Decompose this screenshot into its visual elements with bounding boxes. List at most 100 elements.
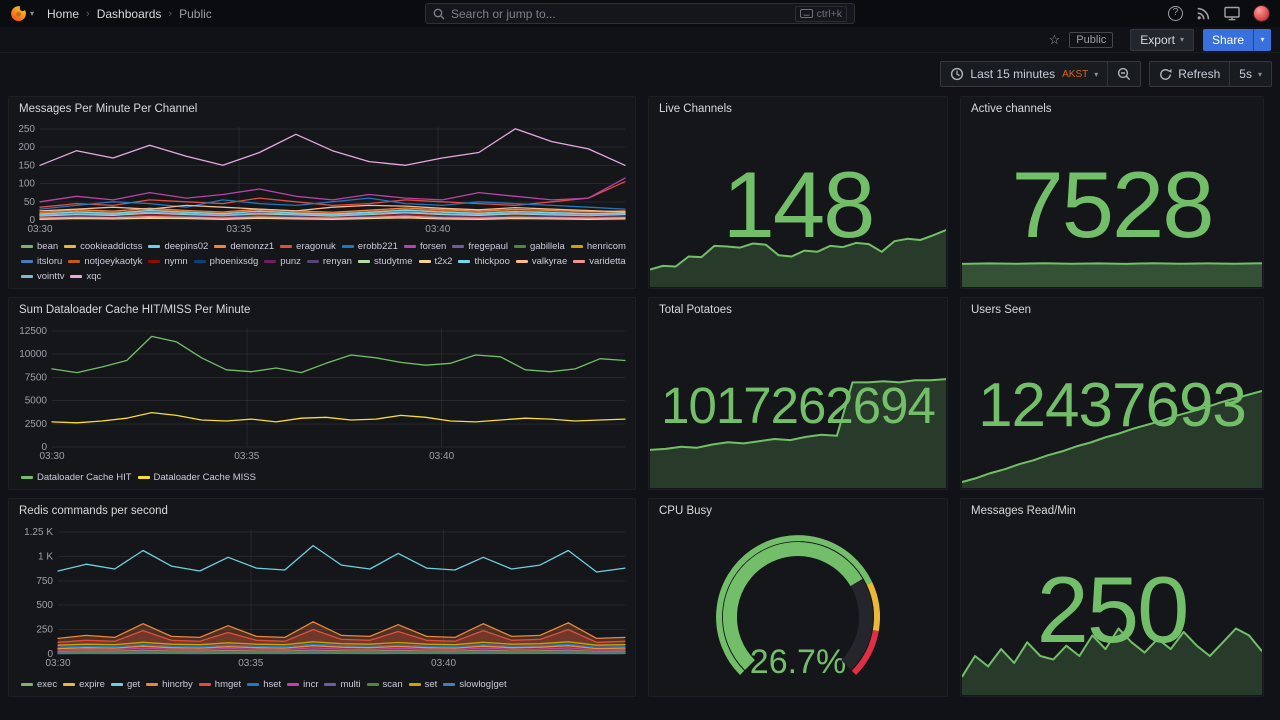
legend-item[interactable]: forsen bbox=[403, 239, 446, 254]
refresh-interval-picker[interactable]: 5s ▾ bbox=[1229, 62, 1271, 86]
search-box[interactable]: ctrl+k bbox=[425, 3, 855, 24]
legend-swatch bbox=[287, 683, 300, 686]
legend-label: phoenixsdg bbox=[209, 256, 259, 267]
legend-item[interactable]: xqc bbox=[70, 269, 101, 284]
panel-title[interactable]: Total Potatoes bbox=[659, 304, 732, 316]
legend-item[interactable]: set bbox=[408, 677, 437, 692]
export-button[interactable]: Export ▾ bbox=[1130, 28, 1194, 51]
user-avatar[interactable] bbox=[1253, 5, 1270, 22]
sparkline bbox=[961, 386, 1263, 488]
panel-title[interactable]: Sum Dataloader Cache HIT/MISS Per Minute bbox=[19, 304, 251, 316]
legend-item[interactable]: hset bbox=[247, 677, 281, 692]
legend-item[interactable]: punz bbox=[264, 254, 301, 269]
panel-title[interactable]: Messages Per Minute Per Channel bbox=[19, 103, 198, 115]
svg-text:500: 500 bbox=[36, 600, 53, 611]
panel-messages-per-minute: Messages Per Minute Per Channel 0 50 100 15… bbox=[8, 96, 636, 289]
zoom-out-button[interactable] bbox=[1107, 62, 1140, 86]
legend-item[interactable]: hincrby bbox=[146, 677, 193, 692]
legend-swatch bbox=[264, 260, 277, 263]
legend-item[interactable]: expire bbox=[63, 677, 105, 692]
grafana-logo[interactable]: ▾ bbox=[10, 5, 34, 22]
legend-item[interactable]: bean bbox=[21, 239, 58, 254]
panel-title[interactable]: Redis commands per second bbox=[19, 505, 168, 517]
legend-item[interactable]: multi bbox=[324, 677, 361, 692]
time-range-picker[interactable]: Last 15 minutes AKST ▾ bbox=[941, 62, 1107, 86]
legend-item[interactable]: cookieaddictss bbox=[64, 239, 142, 254]
panel-title[interactable]: Messages Read/Min bbox=[971, 505, 1076, 517]
svg-text:0: 0 bbox=[47, 649, 53, 660]
legend-item[interactable]: henricom bbox=[570, 239, 626, 254]
panel-title[interactable]: Active channels bbox=[971, 103, 1052, 115]
timezone-label: AKST bbox=[1062, 68, 1089, 80]
monitor-icon[interactable] bbox=[1224, 6, 1240, 21]
panel-title[interactable]: Users Seen bbox=[971, 304, 1032, 316]
legend-label: xqc bbox=[86, 271, 102, 282]
panel-active-channels: Active channels 7528 bbox=[960, 96, 1264, 289]
legend-label: hincrby bbox=[162, 679, 193, 690]
panel-total-potatoes: Total Potatoes 1017262694 bbox=[648, 297, 948, 490]
legend-item[interactable]: thickpoo bbox=[458, 254, 510, 269]
legend-item[interactable]: erobb221 bbox=[341, 239, 398, 254]
legend-item[interactable]: valkyrae bbox=[515, 254, 567, 269]
legend-item[interactable]: varidetta bbox=[573, 254, 626, 269]
refresh-button[interactable]: Refresh bbox=[1150, 62, 1229, 86]
svg-text:2500: 2500 bbox=[25, 419, 48, 430]
stat-value: 7528 bbox=[1011, 151, 1214, 257]
help-icon[interactable]: ? bbox=[1168, 6, 1183, 21]
breadcrumb-home[interactable]: Home bbox=[47, 6, 80, 21]
legend-label: slowlog|get bbox=[459, 679, 507, 690]
search-input[interactable] bbox=[451, 6, 789, 21]
legend-swatch bbox=[357, 260, 370, 263]
legend-label: t2x2 bbox=[434, 256, 453, 267]
legend-item[interactable]: hmget bbox=[198, 677, 241, 692]
svg-text:10000: 10000 bbox=[19, 349, 47, 360]
breadcrumb-dashboards[interactable]: Dashboards bbox=[96, 6, 162, 21]
svg-text:03:30: 03:30 bbox=[39, 451, 64, 462]
time-series-chart[interactable]: 0 50 100 150 200 250 03:30 03:35 03:40 bbox=[11, 121, 633, 236]
legend-item[interactable]: deepins02 bbox=[148, 239, 208, 254]
svg-text:03:35: 03:35 bbox=[238, 658, 263, 669]
legend-swatch bbox=[63, 683, 76, 686]
legend-swatch bbox=[341, 245, 354, 248]
svg-text:50: 50 bbox=[24, 197, 36, 208]
legend-item[interactable]: get bbox=[110, 677, 140, 692]
time-controls: Last 15 minutes AKST ▾ Refresh 5s ▾ bbox=[940, 61, 1272, 87]
legend-item[interactable]: fregepaul bbox=[452, 239, 508, 254]
legend-item[interactable]: studytme bbox=[357, 254, 413, 269]
legend-item[interactable]: vointtv bbox=[21, 269, 64, 284]
star-icon[interactable]: ☆ bbox=[1048, 31, 1061, 47]
legend-swatch bbox=[70, 275, 83, 278]
legend-item[interactable]: eragonuk bbox=[280, 239, 336, 254]
legend-label: punz bbox=[280, 256, 301, 267]
panel-title[interactable]: Live Channels bbox=[659, 103, 732, 115]
legend-item[interactable]: itsloru bbox=[21, 254, 62, 269]
time-series-chart[interactable]: 0 250 500 750 1 K 1.25 K 03:30 03:35 03:40 bbox=[11, 523, 633, 670]
share-menu-button[interactable]: ▾ bbox=[1253, 28, 1271, 51]
legend-item[interactable]: renyan bbox=[306, 254, 352, 269]
panel-title[interactable]: CPU Busy bbox=[659, 505, 713, 517]
legend-item[interactable]: demonzz1 bbox=[214, 239, 274, 254]
legend-label: Dataloader Cache HIT bbox=[37, 472, 132, 483]
legend-item[interactable]: t2x2 bbox=[418, 254, 453, 269]
legend-item[interactable]: Dataloader Cache MISS bbox=[137, 470, 256, 485]
legend-swatch bbox=[21, 245, 33, 248]
chevron-down-icon: ▾ bbox=[30, 9, 35, 18]
legend-item[interactable]: nymn bbox=[148, 254, 188, 269]
legend-item[interactable]: Dataloader Cache HIT bbox=[21, 470, 132, 485]
legend-item[interactable]: incr bbox=[287, 677, 318, 692]
legend-item[interactable]: slowlog|get bbox=[443, 677, 507, 692]
legend-item[interactable]: scan bbox=[366, 677, 403, 692]
share-button[interactable]: Share ▾ bbox=[1202, 28, 1271, 51]
legend-label: cookieaddictss bbox=[80, 241, 143, 252]
rss-icon[interactable] bbox=[1196, 6, 1211, 21]
legend-item[interactable]: notjoeykaotyk bbox=[68, 254, 142, 269]
legend-item[interactable]: gabillela bbox=[513, 239, 565, 254]
legend-label: deepins02 bbox=[164, 241, 209, 252]
legend-item[interactable]: phoenixsdg bbox=[193, 254, 259, 269]
time-picker-group: Last 15 minutes AKST ▾ bbox=[940, 61, 1142, 87]
stat-value: 148 bbox=[722, 151, 876, 257]
sparkline bbox=[649, 225, 947, 287]
time-series-chart[interactable]: 0 2500 5000 7500 10000 12500 03:30 03:35 03:40 bbox=[11, 322, 633, 463]
legend-swatch bbox=[146, 683, 159, 686]
legend-item[interactable]: exec bbox=[21, 677, 57, 692]
